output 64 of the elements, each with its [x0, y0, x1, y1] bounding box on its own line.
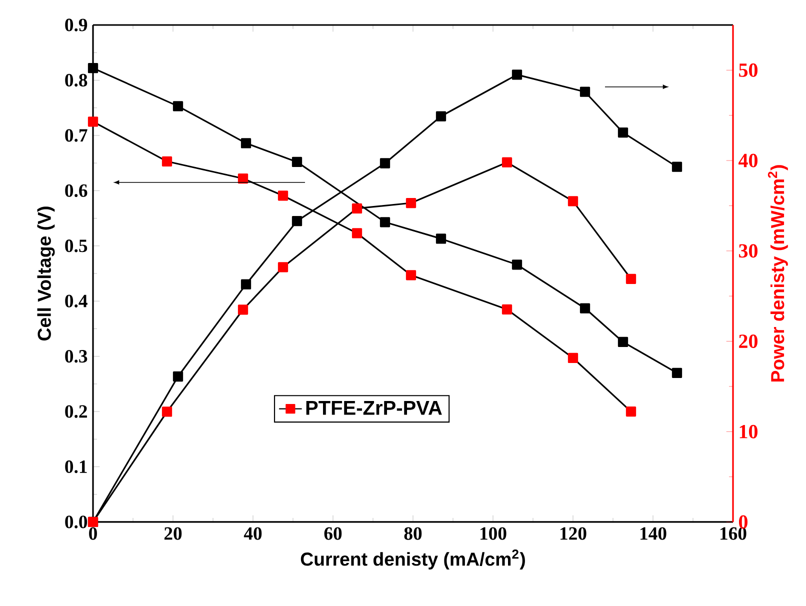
point — [278, 190, 288, 201]
y-tick-label: 0.5 — [65, 240, 88, 252]
y2-tick-label: 30 — [739, 244, 758, 258]
point — [502, 304, 512, 314]
point — [352, 228, 362, 238]
y-tick-label: 0.7 — [65, 129, 88, 142]
point — [292, 156, 302, 168]
y-tick-label: 0.0 — [65, 516, 88, 528]
point — [88, 63, 98, 74]
point — [240, 138, 252, 148]
y-tick-label: 0.8 — [65, 74, 88, 87]
point — [568, 196, 578, 206]
x-tick-label: 120 — [560, 527, 586, 540]
y-tick-label: 0.9 — [65, 18, 88, 32]
point — [672, 162, 682, 172]
y-tick-label: 0.2 — [65, 405, 87, 418]
y2-axis-title: Power denisty (mW/cm$^{2}$) — [768, 165, 788, 382]
y-tick-label: 0.4 — [65, 294, 88, 308]
x-tick-label: 160 — [720, 527, 746, 540]
y2-tick-label: 40 — [738, 154, 758, 168]
point — [380, 217, 390, 228]
x-tick-label: 20 — [164, 527, 182, 540]
point — [278, 262, 288, 272]
point — [88, 116, 98, 127]
point — [512, 70, 522, 80]
point — [406, 198, 416, 208]
point — [292, 216, 302, 226]
x-tick-label: 60 — [324, 527, 342, 540]
point — [502, 157, 512, 168]
y2-tick-label: 50 — [739, 63, 758, 77]
point — [580, 303, 590, 314]
x-tick-label: 140 — [640, 527, 666, 540]
point — [162, 156, 172, 166]
point — [380, 158, 390, 168]
x-tick-label: 100 — [480, 527, 506, 540]
x-tick-label: 80 — [404, 527, 422, 540]
point — [436, 111, 446, 122]
x-tick-label: 40 — [244, 527, 262, 540]
point — [240, 279, 252, 290]
point — [172, 371, 184, 382]
y-tick-label: 0.1 — [65, 460, 87, 474]
y2-tick-label: 10 — [740, 424, 758, 438]
point — [172, 101, 184, 112]
x-tick-label: 0 — [89, 527, 97, 540]
point — [406, 270, 416, 280]
point — [626, 406, 636, 417]
point — [580, 86, 590, 97]
point — [436, 234, 446, 244]
y2-tick-label: 0 — [739, 515, 748, 529]
y2-tick-label: 20 — [739, 334, 758, 348]
legend-label: PTFE-ZrP-PVA — [306, 400, 442, 415]
point — [162, 406, 172, 417]
y-tick-label: 0.3 — [65, 350, 88, 363]
y-tick-label: 0.6 — [65, 184, 88, 198]
point — [672, 368, 682, 378]
point — [238, 304, 248, 315]
point — [352, 203, 362, 214]
point — [618, 127, 628, 138]
point — [618, 336, 628, 348]
y-axis-title: Cell Voltage (V) — [37, 206, 55, 340]
x-axis-title: Current denisty (mA/cm$^{2}$) — [300, 550, 525, 570]
point — [568, 352, 578, 364]
point — [626, 274, 636, 284]
point — [512, 260, 522, 270]
